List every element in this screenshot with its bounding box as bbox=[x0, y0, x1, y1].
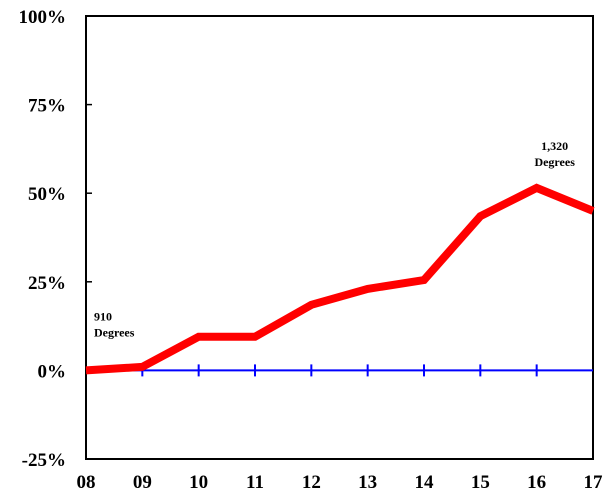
x-tick-label: 09 bbox=[133, 472, 152, 493]
annotation-line: Degrees bbox=[94, 325, 135, 339]
x-axis-ticks: 08 09 10 11 12 13 14 15 16 17 bbox=[77, 472, 604, 493]
y-tick-label: -25% bbox=[22, 450, 66, 471]
x-tick-label: 13 bbox=[358, 472, 377, 493]
annotations: 910 Degrees 1,320 Degrees bbox=[94, 139, 575, 340]
y-tick-label: 100% bbox=[19, 7, 67, 28]
x-tick-label: 15 bbox=[471, 472, 490, 493]
y-tick-label: 0% bbox=[38, 361, 67, 382]
x-tick-label: 17 bbox=[584, 472, 604, 493]
annotation-line: 910 bbox=[94, 309, 112, 323]
y-tick-label: 75% bbox=[28, 96, 66, 117]
annotation-label: 910 Degrees bbox=[94, 309, 135, 339]
x-tick-label: 08 bbox=[77, 472, 96, 493]
x-tick-label: 16 bbox=[527, 472, 546, 493]
series-group bbox=[85, 183, 595, 375]
annotation-label: 1,320 Degrees bbox=[534, 139, 575, 169]
y-axis-ticks: 100% 75% 50% 25% 0% -25% bbox=[19, 7, 92, 471]
annotation-line: 1,320 bbox=[541, 139, 568, 153]
zero-line-group bbox=[86, 364, 593, 377]
x-tick-label: 12 bbox=[302, 472, 321, 493]
x-tick-label: 10 bbox=[189, 472, 208, 493]
x-tick-label: 11 bbox=[246, 472, 264, 493]
plot-area bbox=[85, 15, 594, 460]
series-line bbox=[85, 183, 595, 375]
x-tick-label: 14 bbox=[415, 472, 435, 493]
annotation-line: Degrees bbox=[534, 155, 575, 169]
y-tick-label: 50% bbox=[28, 184, 66, 205]
y-tick-label: 25% bbox=[28, 273, 66, 294]
